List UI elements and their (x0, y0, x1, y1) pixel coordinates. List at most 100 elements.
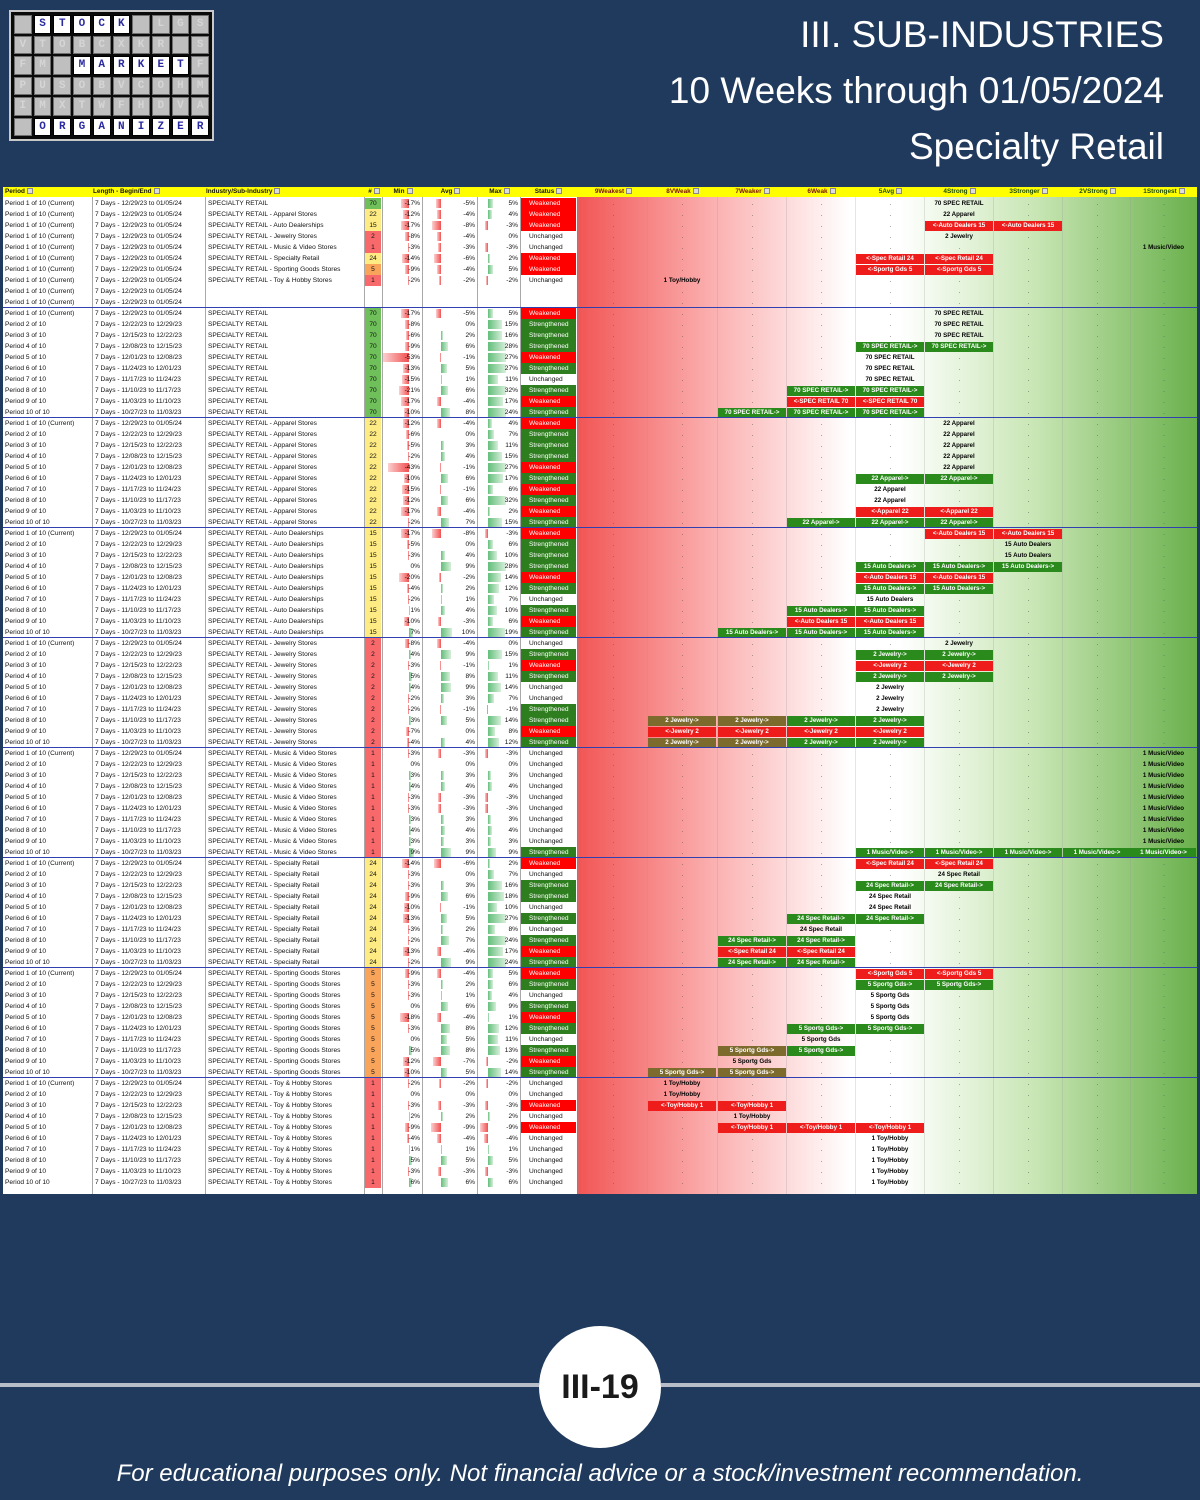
empty-strength-cell: . (1163, 893, 1165, 900)
empty-strength-cell: . (889, 783, 892, 790)
empty-strength-cell: . (820, 1091, 823, 1098)
min-value: -17% (404, 310, 420, 317)
empty-strength-cell: . (889, 321, 892, 328)
min-bar (404, 1068, 409, 1077)
column-header[interactable]: 9Weakest (579, 187, 648, 197)
sub-industry-cell: SPECIALTY RETAIL - Specialty Retail (208, 904, 320, 911)
count-cell: 1 (365, 847, 381, 858)
empty-strength-cell: . (889, 288, 892, 295)
empty-strength-cell: . (1027, 1014, 1030, 1021)
avg-bar (434, 254, 441, 263)
filter-icon[interactable] (829, 188, 836, 195)
logo-letter-tile: S (33, 15, 52, 34)
filter-icon[interactable] (626, 188, 633, 195)
avg-bar (439, 353, 441, 362)
column-header[interactable]: 8VWeak (648, 187, 717, 197)
avg-value: -5% (463, 200, 475, 207)
empty-strength-cell: . (751, 585, 754, 592)
filter-icon[interactable] (26, 188, 33, 195)
avg-bar (435, 199, 441, 208)
min-value: 0% (410, 1091, 420, 1098)
empty-strength-cell: . (612, 332, 615, 339)
avg-value: -2% (463, 574, 475, 581)
logo-letter-tile: M (33, 97, 52, 116)
column-header[interactable]: Avg (423, 187, 478, 197)
filter-icon[interactable] (692, 188, 699, 195)
period-cell: Period 10 of 10 (5, 959, 50, 966)
filter-icon[interactable] (153, 188, 160, 195)
filter-icon[interactable] (1109, 188, 1116, 195)
strength-label: 22 Apparel (943, 452, 975, 460)
group-separator (3, 527, 1197, 528)
column-header[interactable]: Max (478, 187, 521, 197)
column-header[interactable]: Industry/Sub-Industry (206, 187, 365, 197)
count-cell: 5 (365, 1034, 381, 1045)
column-header[interactable]: 4Strong (925, 187, 994, 197)
filter-icon[interactable] (454, 188, 461, 195)
count-cell: 24 (365, 902, 381, 913)
min-value: -9% (408, 1124, 420, 1131)
empty-strength-cell: . (1027, 574, 1030, 581)
period-cell: Period 1 of 10 (Current) (5, 530, 75, 537)
column-header[interactable]: 3Stronger (994, 187, 1063, 197)
column-header[interactable]: 6Weak (787, 187, 856, 197)
empty-strength-cell: . (681, 882, 684, 889)
logo-letter-tile: M (73, 56, 91, 75)
count-cell: 2 (365, 671, 381, 682)
filter-icon[interactable] (969, 188, 976, 195)
empty-strength-cell: . (958, 387, 961, 394)
filter-icon[interactable] (896, 188, 903, 195)
filter-icon[interactable] (503, 188, 510, 195)
column-header[interactable]: Period (5, 187, 93, 197)
empty-strength-cell: . (1163, 574, 1165, 581)
sub-industry-cell: SPECIALTY RETAIL - Apparel Stores (208, 442, 317, 449)
sub-industry-cell: SPECIALTY RETAIL - Specialty Retail (208, 915, 320, 922)
empty-strength-cell: . (1163, 431, 1165, 438)
filter-icon[interactable] (274, 188, 281, 195)
empty-strength-cell: . (958, 926, 961, 933)
logo-letter-tile: A (191, 97, 209, 116)
column-header[interactable]: 1Strongest (1131, 187, 1197, 197)
empty-strength-cell: . (1096, 530, 1099, 537)
avg-value: 1% (465, 596, 475, 603)
logo-letter-tile: R (112, 56, 131, 75)
avg-bar (441, 1024, 450, 1033)
filter-icon[interactable] (763, 188, 770, 195)
avg-value: 4% (465, 827, 475, 834)
filter-icon[interactable] (406, 188, 413, 195)
empty-strength-cell: . (751, 992, 754, 999)
empty-strength-cell: . (1096, 563, 1099, 570)
count-cell: 2 (365, 737, 381, 748)
column-header[interactable]: # (365, 187, 383, 197)
count-cell: 15 (365, 605, 381, 616)
empty-strength-cell: . (681, 1168, 684, 1175)
status-badge: Strengthened (521, 341, 576, 352)
avg-bar (441, 826, 446, 835)
empty-strength-cell: . (1096, 915, 1099, 922)
empty-strength-cell: . (1163, 266, 1165, 273)
column-header[interactable]: 7Weaker (718, 187, 787, 197)
table-row: Period 10 of 10 7 Days - 10/27/23 to 11/0… (3, 517, 1197, 528)
max-value: 8% (508, 926, 518, 933)
min-bar (407, 243, 409, 252)
empty-strength-cell: . (1163, 486, 1165, 493)
column-header[interactable]: Length - Begin/End (93, 187, 206, 197)
length-cell: 7 Days - 11/10/23 to 11/17/23 (95, 1047, 181, 1054)
strength-label: 5 Sportg Gds-> (787, 1045, 855, 1056)
empty-strength-cell: . (820, 277, 823, 284)
filter-icon[interactable] (1178, 188, 1185, 195)
max-value: 17% (504, 398, 518, 405)
sub-industry-cell: SPECIALTY RETAIL - Jewelry Stores (208, 651, 317, 658)
column-header[interactable]: 2VStrong (1063, 187, 1132, 197)
column-header[interactable]: Min (383, 187, 423, 197)
empty-strength-cell: . (612, 607, 615, 614)
length-cell: 7 Days - 11/03/23 to 11/10/23 (95, 1058, 181, 1065)
column-header[interactable]: Status (521, 187, 576, 197)
filter-icon[interactable] (373, 188, 380, 195)
filter-icon[interactable] (1041, 188, 1048, 195)
empty-strength-cell: . (889, 1058, 892, 1065)
empty-strength-cell: . (1096, 717, 1099, 724)
length-cell: 7 Days - 12/29/23 to 01/05/24 (95, 640, 182, 647)
column-header[interactable]: 5Avg (856, 187, 925, 197)
filter-icon[interactable] (556, 188, 563, 195)
